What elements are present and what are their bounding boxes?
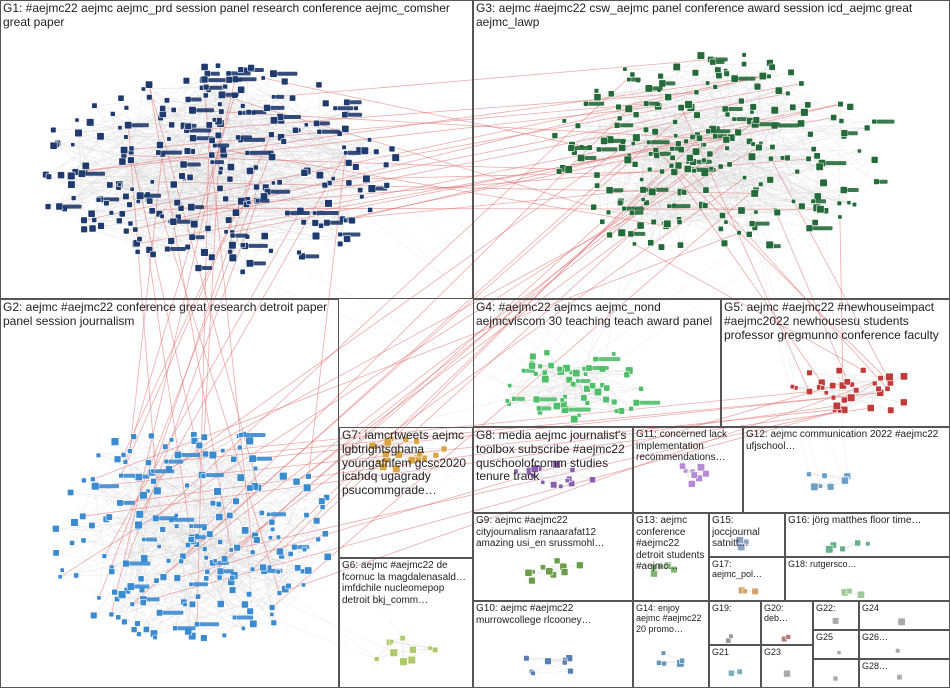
group-box-g13: G13: aejmc conference #aejmc22 detroit s… xyxy=(633,513,709,601)
group-box-g7: G7: iamcrtweets aejmc lgbtrightsghana yo… xyxy=(339,427,473,558)
group-box-g15: G15: joccjournal satnitt… xyxy=(709,513,785,557)
group-box-g1: G1: #aejmc22 aejmc aejmc_prd session pan… xyxy=(0,0,473,299)
group-box-g6: G6: aejmc #aejmc22 de fcornuc la magdale… xyxy=(339,558,473,688)
group-box-g12: G12: aejmc communication 2022 #aejmc22 u… xyxy=(743,427,950,513)
group-label-g14: G14: enjoy aejmc #aejmc22 20 promo… xyxy=(636,602,706,634)
group-label-g22: G22: xyxy=(816,602,856,613)
group-label-g21: G21 xyxy=(712,646,758,657)
group-box-g22: G22: xyxy=(813,601,859,630)
group-label-g25: G25 xyxy=(816,631,856,642)
group-box-g2: G2: aejmc #aejmc22 conference great rese… xyxy=(0,299,339,688)
group-box-g19: G19: xyxy=(709,601,761,645)
group-label-g17: G17: aejmc_pol… xyxy=(712,558,782,580)
group-label-g11: G11: concerned lack implementation recom… xyxy=(636,428,740,464)
group-label-g20: G20: deb… xyxy=(764,602,810,624)
group-label-g2: G2: aejmc #aejmc22 conference great rese… xyxy=(3,300,336,329)
group-label-g26: G26… xyxy=(862,631,947,642)
group-label-g12: G12: aejmc communication 2022 #aejmc22 u… xyxy=(746,428,947,452)
group-label-g7: G7: iamcrtweets aejmc lgbtrightsghana yo… xyxy=(342,428,470,498)
group-box-g16: G16: jörg matthes floor time… xyxy=(785,513,950,557)
group-label-g8: G8: media aejmc journalist's toolbox sub… xyxy=(476,428,630,484)
group-label-g19: G19: xyxy=(712,602,758,613)
group-box-g21: G21 xyxy=(709,645,761,688)
group-label-g24: G24 xyxy=(862,602,947,613)
group-box-g10: G10: aejmc #aejmc22 murrowcollege rlcoon… xyxy=(473,601,633,688)
group-box-g18: G18: rutgersco… xyxy=(785,557,950,601)
group-box-g9: G9: aejmc #aejmc22 cityjournalism ranaar… xyxy=(473,513,633,601)
group-box-g11: G11: concerned lack implementation recom… xyxy=(633,427,743,513)
group-label-g23: G23 xyxy=(764,646,810,657)
group-label-g18: G18: rutgersco… xyxy=(788,558,947,569)
group-box-g24: G24 xyxy=(859,601,950,630)
group-label-g3: G3: aejmc #aejmc22 csw_aejmc panel confe… xyxy=(476,1,947,30)
group-box-g4: G4: #aejmc22 aejmcs aejmc_nond aejmcvisc… xyxy=(473,299,721,427)
group-label-g15: G15: joccjournal satnitt… xyxy=(712,514,782,550)
group-box-g20: G20: deb… xyxy=(761,601,813,645)
group-box-g27 xyxy=(813,659,859,688)
group-label-g1: G1: #aejmc22 aejmc aejmc_prd session pan… xyxy=(3,1,470,30)
group-box-g14: G14: enjoy aejmc #aejmc22 20 promo… xyxy=(633,601,709,688)
group-box-g25: G25 xyxy=(813,630,859,659)
group-box-g5: G5: aejmc #aejmc22 #newhouseimpact #aejm… xyxy=(721,299,950,427)
network-graph-canvas: G1: #aejmc22 aejmc aejmc_prd session pan… xyxy=(0,0,950,688)
group-box-g3: G3: aejmc #aejmc22 csw_aejmc panel confe… xyxy=(473,0,950,299)
group-box-g8: G8: media aejmc journalist's toolbox sub… xyxy=(473,427,633,513)
group-label-g4: G4: #aejmc22 aejmcs aejmc_nond aejmcvisc… xyxy=(476,300,718,329)
group-box-g23: G23 xyxy=(761,645,813,688)
group-label-g6: G6: aejmc #aejmc22 de fcornuc la magdale… xyxy=(342,559,470,606)
group-label-g9: G9: aejmc #aejmc22 cityjournalism ranaar… xyxy=(476,514,630,550)
group-box-g26: G26… xyxy=(859,630,950,659)
group-label-g13: G13: aejmc conference #aejmc22 detroit s… xyxy=(636,514,706,573)
group-label-g27 xyxy=(816,660,856,661)
group-label-g10: G10: aejmc #aejmc22 murrowcollege rlcoon… xyxy=(476,602,630,626)
group-label-g16: G16: jörg matthes floor time… xyxy=(788,514,947,527)
group-label-g5: G5: aejmc #aejmc22 #newhouseimpact #aejm… xyxy=(724,300,947,342)
group-label-g28: G28… xyxy=(862,660,947,671)
group-box-g28: G28… xyxy=(859,659,950,688)
group-box-g17: G17: aejmc_pol… xyxy=(709,557,785,601)
